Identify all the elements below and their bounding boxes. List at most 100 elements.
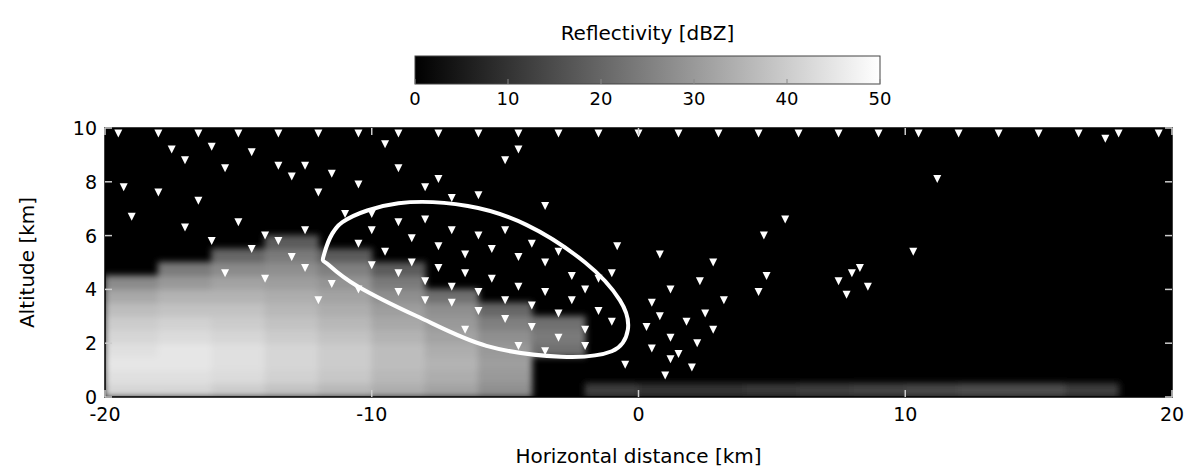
lightning-source <box>1101 135 1109 143</box>
plot-background <box>105 128 1172 397</box>
lightning-source <box>554 334 562 342</box>
heatmap-cell <box>318 329 372 343</box>
colorbar-tick-label: 10 <box>497 88 520 109</box>
heatmap-cell <box>371 383 425 397</box>
lightning-source <box>354 180 362 188</box>
heatmap-cell <box>371 329 425 343</box>
lightning-source <box>701 310 709 318</box>
y-tick-label: 6 <box>85 225 97 247</box>
heatmap-cell <box>798 383 852 397</box>
heatmap-cell <box>158 329 212 343</box>
heatmap-cell <box>265 383 319 397</box>
heatmap-cell <box>371 275 425 289</box>
lightning-source <box>675 129 683 137</box>
lightning-source <box>835 277 843 285</box>
lightning-source <box>667 334 675 342</box>
heatmap-cell <box>158 356 212 370</box>
heatmap-cell <box>158 302 212 316</box>
lightning-source <box>755 129 763 137</box>
lightning-source <box>835 129 843 137</box>
lightning-source <box>474 191 482 199</box>
y-tick-right <box>1165 181 1172 183</box>
lightning-source <box>795 129 803 137</box>
lightning-source <box>120 183 128 191</box>
lightning-source <box>856 264 864 272</box>
plot-frame <box>105 128 1172 397</box>
colorbar-tick <box>508 79 509 84</box>
heatmap-cell <box>265 262 319 276</box>
colorbar-tick <box>787 79 788 84</box>
lightning-source <box>394 129 402 137</box>
highlight-ellipse <box>323 202 628 357</box>
heatmap-cell <box>105 289 159 303</box>
lightning-source <box>568 296 576 304</box>
heatmap-cell <box>318 302 372 316</box>
lightning-source <box>248 148 256 156</box>
lightning-source <box>448 299 456 307</box>
lightning-source <box>114 129 122 137</box>
colorbar-tick <box>601 79 602 84</box>
heatmap-cell <box>425 370 479 384</box>
lightning-source <box>434 264 442 272</box>
heatmap-cell <box>425 383 479 397</box>
lightning-source <box>301 264 309 272</box>
heatmap-cell <box>531 329 585 343</box>
lightning-source <box>368 226 376 234</box>
lightning-source <box>613 242 621 250</box>
colorbar-tick-label: 50 <box>869 88 892 109</box>
y-tick-right <box>1165 127 1172 129</box>
y-tick-label: 4 <box>85 278 97 300</box>
heatmap-cell <box>691 383 745 397</box>
heatmap-cell <box>371 370 425 384</box>
lightning-source <box>554 129 562 137</box>
lightning-source <box>181 156 189 164</box>
heatmap-cell <box>478 316 532 330</box>
heatmap-cell <box>318 356 372 370</box>
x-tick-top <box>1171 128 1173 135</box>
lightning-source <box>1115 129 1123 137</box>
lightning-source <box>301 226 309 234</box>
reflectivity-field <box>105 235 1119 397</box>
scatter-points <box>114 129 1162 379</box>
heatmap-cell <box>158 370 212 384</box>
lightning-source <box>514 342 522 350</box>
lightning-source <box>261 232 269 240</box>
x-tick-label: 10 <box>893 403 917 425</box>
heatmap-cell <box>158 275 212 289</box>
lightning-source <box>594 129 602 137</box>
lightning-source <box>915 129 923 137</box>
lightning-source <box>314 189 322 197</box>
heatmap-cell <box>478 329 532 343</box>
heatmap-cell <box>478 302 532 316</box>
lightning-source <box>528 240 536 248</box>
heatmap-cell <box>371 262 425 276</box>
y-tick-label: 10 <box>73 117 97 139</box>
lightning-source <box>488 245 496 253</box>
lightning-source <box>421 277 429 285</box>
heatmap-cell <box>265 289 319 303</box>
lightning-source <box>581 326 589 334</box>
lightning-source <box>381 248 389 256</box>
x-axis-title: Horizontal distance [km] <box>515 444 761 468</box>
lightning-source <box>661 371 669 379</box>
lightning-source <box>394 218 402 226</box>
lightning-source <box>720 296 728 304</box>
lightning-source <box>421 215 429 223</box>
y-tick <box>105 289 112 291</box>
heatmap-cell <box>105 383 159 397</box>
heatmap-cell <box>105 329 159 343</box>
y-tick-right <box>1165 235 1172 237</box>
lightning-source <box>421 183 429 191</box>
lightning-source <box>328 170 336 178</box>
y-tick <box>105 235 112 237</box>
lightning-source <box>554 310 562 318</box>
lightning-source <box>933 175 941 183</box>
lightning-source <box>995 129 1003 137</box>
lightning-source <box>514 253 522 261</box>
heatmap-cell <box>265 275 319 289</box>
colorbar-title: Reflectivity [dBZ] <box>561 21 735 45</box>
y-tick-right <box>1165 289 1172 291</box>
heatmap-cell <box>211 302 265 316</box>
colorbar-tick-label: 20 <box>590 88 613 109</box>
lightning-source <box>621 361 629 369</box>
